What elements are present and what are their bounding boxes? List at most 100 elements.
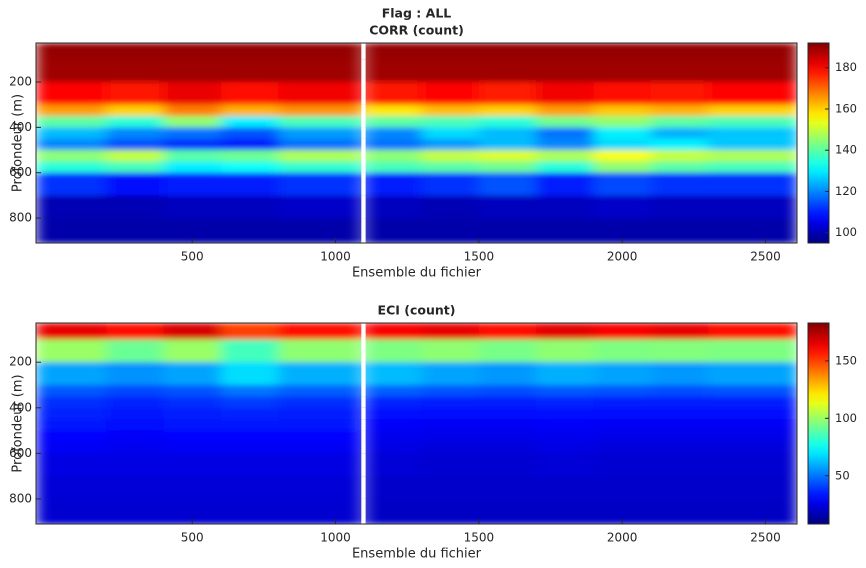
heatmap-cell: [536, 430, 594, 443]
heatmap-cell: [365, 498, 423, 524]
heatmap-cell: [36, 339, 107, 363]
heatmap-cell: [536, 384, 594, 397]
axes-frame: [35, 322, 798, 525]
colorbar-tick-label: 50: [835, 468, 850, 482]
heatmap-cell: [220, 172, 279, 196]
heatmap-cell: [163, 430, 222, 443]
heatmap-cell: [708, 362, 797, 386]
heatmap-cell: [478, 323, 537, 340]
heatmap-cell: [220, 59, 279, 83]
heatmap-cell: [278, 407, 362, 420]
heatmap-cell: [365, 384, 423, 397]
heatmap-cell: [708, 498, 797, 524]
heatmap-cell: [421, 43, 480, 60]
heatmap-cell: [478, 362, 537, 386]
heatmap-cell: [478, 116, 537, 128]
heatmap-cell: [478, 59, 537, 83]
heatmap-cell: [220, 195, 279, 219]
gap: [361, 453, 366, 477]
colorbar-tick-label: 100: [835, 225, 857, 239]
heatmap-cell: [36, 43, 107, 60]
heatmap-cell: [708, 43, 797, 60]
heatmap-cell: [421, 127, 480, 140]
heatmap-cell: [421, 384, 480, 397]
heatmap-cell: [478, 195, 537, 219]
heatmap-cell: [36, 150, 107, 162]
heatmap-cell: [593, 82, 652, 106]
heatmap-cell: [536, 161, 594, 174]
heatmap-cell: [36, 362, 107, 386]
heatmap-cells: [36, 323, 797, 524]
heatmap-cell: [478, 161, 537, 174]
heatmap-cell: [278, 195, 362, 219]
heatmap-cell: [365, 82, 423, 106]
y-axis-label: Profondeur (m): [11, 374, 26, 472]
heatmap-cell: [708, 419, 797, 432]
heatmap-cell: [163, 195, 222, 219]
heatmap-cell: [478, 150, 537, 162]
heatmap-cell: [650, 339, 709, 363]
heatmap-cell: [421, 396, 480, 409]
heatmap-cell: [365, 430, 423, 443]
heatmap-cell: [365, 161, 423, 174]
heatmap-cell: [650, 127, 709, 140]
heatmap-cell: [163, 453, 222, 477]
heatmap-cell: [593, 430, 652, 443]
x-tick-label: 2500: [750, 531, 781, 545]
heatmap-cell: [536, 362, 594, 386]
colorbar-tick-label: 180: [835, 60, 857, 74]
heatmap-cell: [106, 172, 165, 196]
heatmap-cell: [536, 195, 594, 219]
heatmap-cell: [536, 396, 594, 409]
heatmap-cell: [708, 150, 797, 162]
gap: [361, 127, 366, 139]
heatmap-cell: [421, 150, 480, 162]
heatmap-cell: [593, 195, 652, 219]
heatmap-cell: [536, 323, 594, 340]
x-tick-label: 500: [181, 531, 204, 545]
axes-frame: [35, 42, 798, 244]
heatmap-cell: [278, 59, 362, 83]
heatmap-cell: [36, 498, 107, 524]
heatmap-cell: [106, 419, 165, 432]
heatmap-cell: [278, 82, 362, 106]
heatmap-cell: [478, 441, 537, 454]
heatmap-cell: [220, 384, 279, 397]
heatmap-cell: [478, 104, 537, 117]
heatmap-cell: [650, 476, 709, 500]
heatmap-cell: [163, 396, 222, 409]
heatmap-cell: [708, 384, 797, 397]
heatmap-cell: [278, 476, 362, 500]
heatmap-cell: [365, 419, 423, 432]
y-tick-label: 600: [9, 165, 32, 179]
heatmap-cell: [708, 104, 797, 117]
heatmap-cell: [365, 218, 423, 243]
heatmap-cell: [536, 218, 594, 243]
colorbar-tick-label: 160: [835, 101, 857, 115]
heatmap-cell: [220, 339, 279, 363]
heatmap-cell: [163, 116, 222, 128]
heatmap-cell: [106, 43, 165, 60]
heatmap-cell: [478, 138, 537, 151]
heatmap-cell: [106, 59, 165, 83]
heatmap-cell: [106, 362, 165, 386]
heatmap-cell: [106, 453, 165, 477]
heatmap-cell: [106, 441, 165, 454]
heatmap-cell: [36, 116, 107, 128]
heatmap-cell: [278, 453, 362, 477]
heatmap-cell: [708, 407, 797, 420]
heatmap-cell: [536, 127, 594, 140]
x-tick-label: 500: [181, 250, 204, 264]
heatmap-cell: [365, 195, 423, 219]
heatmap-cell: [593, 339, 652, 363]
heatmap-cell: [593, 362, 652, 386]
heatmap-cell: [708, 339, 797, 363]
heatmap-cell: [278, 172, 362, 196]
heatmap-cell: [365, 441, 423, 454]
heatmap-cell: [220, 43, 279, 60]
heatmap-cell: [593, 104, 652, 117]
heatmap-cell: [536, 419, 594, 432]
heatmap-cell: [593, 407, 652, 420]
heatmap-cell: [593, 323, 652, 340]
gap: [361, 82, 366, 105]
